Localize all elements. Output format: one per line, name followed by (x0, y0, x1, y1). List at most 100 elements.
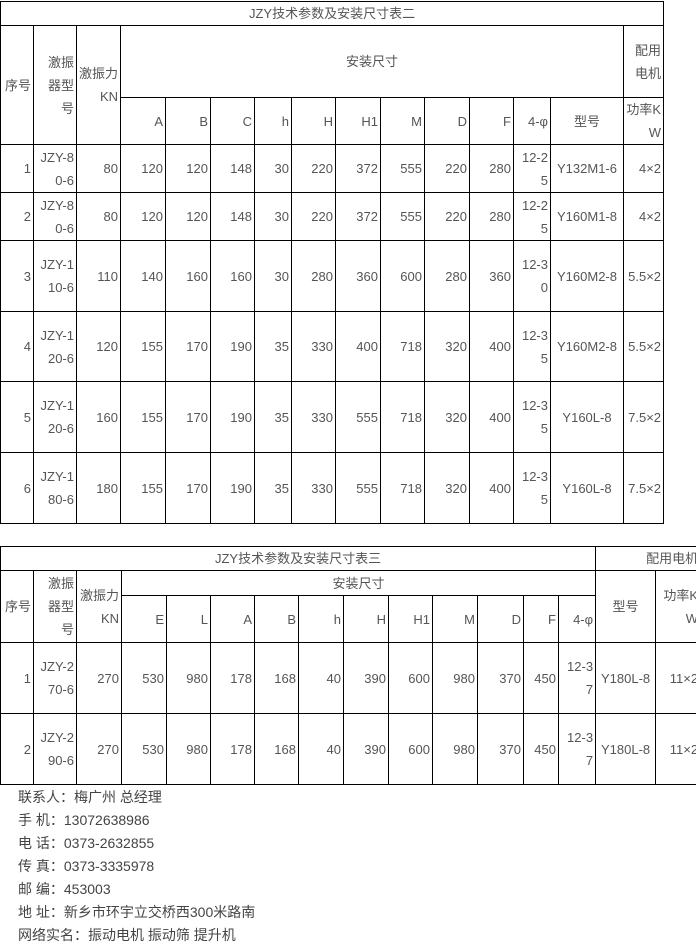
table-cell: 400 (470, 382, 514, 453)
table-cell: 160 (211, 241, 255, 312)
table-cell: 6 (1, 453, 34, 524)
table-cell: 12-37 (559, 714, 596, 785)
header-dim: F (524, 596, 559, 643)
table-cell: 400 (470, 453, 514, 524)
table-cell: 530 (122, 643, 167, 714)
table-cell: 450 (524, 714, 559, 785)
header-dim: H (292, 98, 336, 145)
table-cell: 2 (1, 193, 34, 241)
contact-info: 联系人：梅广州 总经理 手 机：13072638986 电 话：0373-263… (18, 786, 255, 947)
table-cell: 280 (470, 193, 514, 241)
table-cell: 30 (255, 241, 292, 312)
header-dim: M (433, 596, 478, 643)
table-cell: 330 (292, 453, 336, 524)
table-cell: 270 (77, 714, 122, 785)
table-cell: 12-30 (514, 241, 551, 312)
table-cell: 12-35 (514, 382, 551, 453)
header-dim: M (381, 98, 425, 145)
table-cell: 155 (121, 312, 166, 382)
table-cell: 40 (299, 714, 344, 785)
table-cell: 980 (433, 643, 478, 714)
header-force: 激振力KN (77, 26, 121, 145)
table-cell: 600 (381, 241, 425, 312)
table-cell: JZY-80-6 (34, 145, 77, 193)
table-cell: 390 (344, 714, 389, 785)
table-cell: 390 (344, 643, 389, 714)
table-cell: Y160M2-8 (551, 241, 624, 312)
header-dim: L (167, 596, 211, 643)
table-cell: 160 (77, 382, 121, 453)
table-cell: 5.5×2 (624, 312, 664, 382)
table-cell: JZY-120-6 (34, 312, 77, 382)
table-title: JZY技术参数及安装尺寸表三 (1, 547, 596, 571)
table-cell: 40 (299, 643, 344, 714)
table-cell: JZY-120-6 (34, 382, 77, 453)
table-cell: 220 (425, 145, 470, 193)
header-dim: C (211, 98, 255, 145)
table-cell: 220 (292, 145, 336, 193)
table-cell: 372 (336, 193, 381, 241)
header-dim: h (299, 596, 344, 643)
header-dim: h (255, 98, 292, 145)
table-cell: 280 (425, 241, 470, 312)
table-cell: 7.5×2 (624, 382, 664, 453)
table-cell: 120 (77, 312, 121, 382)
table-cell: Y180L-8 (596, 643, 656, 714)
contact-fax: 传 真：0373-3335978 (18, 855, 255, 878)
header-dim: D (478, 596, 524, 643)
table-cell: 370 (478, 643, 524, 714)
table-cell: 178 (211, 643, 255, 714)
header-seq: 序号 (1, 26, 34, 145)
header-install: 安装尺寸 (122, 571, 596, 596)
header-model: 激振器型号 (34, 571, 77, 643)
table-cell: 280 (470, 145, 514, 193)
table-cell: 220 (425, 193, 470, 241)
header-dim: B (255, 596, 299, 643)
header-motor-model: 型号 (596, 571, 656, 643)
table-cell: 7.5×2 (624, 453, 664, 524)
table-cell: 400 (336, 312, 381, 382)
header-dim: A (121, 98, 166, 145)
table-cell: 155 (121, 453, 166, 524)
contact-address: 地 址：新乡市环宇立交桥西300米路南 (18, 901, 255, 924)
table-cell: 400 (470, 312, 514, 382)
contact-mobile: 手 机：13072638986 (18, 809, 255, 832)
table-cell: 600 (389, 643, 433, 714)
table-cell: 600 (389, 714, 433, 785)
table-cell: JZY-80-6 (34, 193, 77, 241)
spec-table-3: JZY技术参数及安装尺寸表三 配用电机 序号 激振器型号 激振力KN 安装尺寸 … (0, 546, 696, 785)
table-cell: 35 (255, 382, 292, 453)
table-cell: 11×2 (656, 714, 696, 785)
table-cell: 120 (121, 145, 166, 193)
spec-table-2: JZY技术参数及安装尺寸表二 序号 激振器型号 激振力KN 安装尺寸 配用电机 … (0, 1, 664, 524)
table-cell: 120 (121, 193, 166, 241)
table-cell: Y160L-8 (551, 453, 624, 524)
table-cell: 180 (77, 453, 121, 524)
table-cell: 168 (255, 714, 299, 785)
table-cell: 11×2 (656, 643, 696, 714)
header-seq: 序号 (1, 571, 34, 643)
table-cell: 170 (166, 312, 211, 382)
table-cell: 360 (470, 241, 514, 312)
table-cell: 4×2 (624, 145, 664, 193)
table-cell: 4 (1, 312, 34, 382)
contact-web-name: 网络实名：振动电机 振动筛 提升机 (18, 924, 255, 947)
table-cell: 530 (122, 714, 167, 785)
table-cell: 30 (255, 145, 292, 193)
table-cell: 555 (381, 193, 425, 241)
table-cell: 555 (336, 382, 381, 453)
table-cell: 555 (381, 145, 425, 193)
table-cell: 168 (255, 643, 299, 714)
table-cell: 5 (1, 382, 34, 453)
table-cell: Y160M2-8 (551, 312, 624, 382)
table-cell: 5.5×2 (624, 241, 664, 312)
table-cell: 718 (381, 382, 425, 453)
contact-postcode: 邮 编：453003 (18, 878, 255, 901)
table-cell: 170 (166, 382, 211, 453)
header-motor-power: 功率KW (656, 571, 696, 643)
table-cell: 80 (77, 193, 121, 241)
table-cell: 980 (433, 714, 478, 785)
